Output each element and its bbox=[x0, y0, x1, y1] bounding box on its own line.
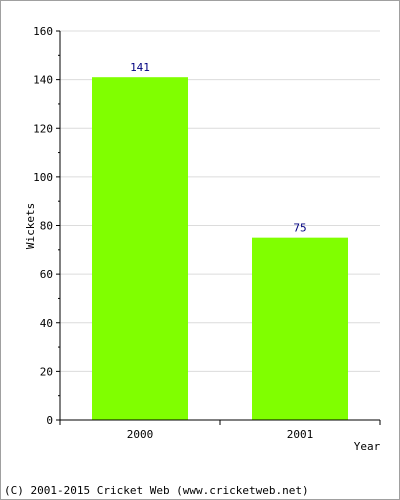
data-labels: 141 75 bbox=[130, 61, 307, 234]
y-tick-label: 140 bbox=[33, 74, 53, 87]
x-tick-label: 2000 bbox=[127, 428, 154, 441]
y-tick-label: 20 bbox=[40, 365, 53, 378]
x-tick-label: 2001 bbox=[287, 428, 314, 441]
bars bbox=[92, 77, 348, 420]
data-label: 75 bbox=[293, 222, 306, 235]
y-tick-label: 120 bbox=[33, 122, 53, 135]
tick-labels: 0 20 40 60 80 100 120 140 160 2000 2001 bbox=[33, 25, 313, 441]
copyright-text: (C) 2001-2015 Cricket Web (www.cricketwe… bbox=[4, 484, 309, 497]
y-tick-label: 0 bbox=[46, 414, 53, 427]
y-tick-label: 40 bbox=[40, 317, 53, 330]
y-axis-label: Wickets bbox=[24, 203, 37, 249]
bar-2001 bbox=[252, 237, 348, 420]
bar-2000 bbox=[92, 77, 188, 420]
data-label: 141 bbox=[130, 61, 150, 74]
axes bbox=[56, 30, 381, 425]
y-tick-label: 160 bbox=[33, 25, 53, 38]
y-tick-label: 80 bbox=[40, 220, 53, 233]
y-tick-label: 100 bbox=[33, 171, 53, 184]
y-tick-label: 60 bbox=[40, 268, 53, 281]
x-axis-label: Year bbox=[354, 440, 381, 453]
